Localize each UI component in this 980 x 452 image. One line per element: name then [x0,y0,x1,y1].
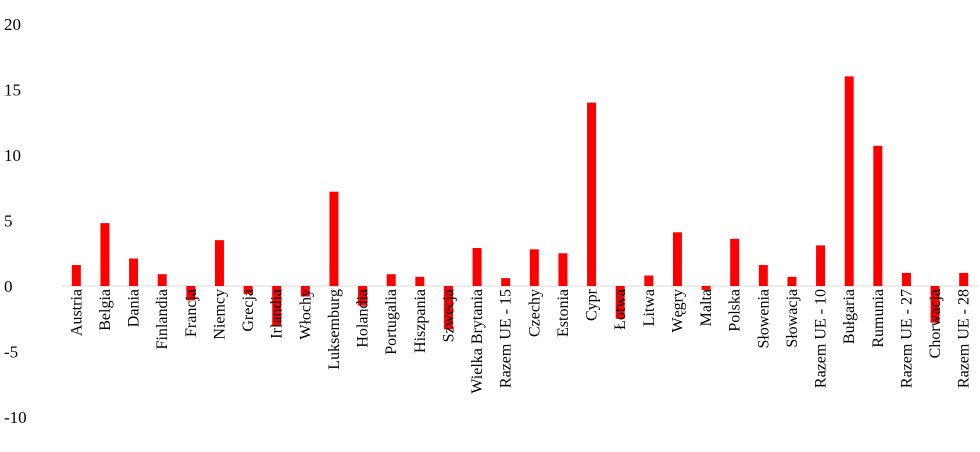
bar [358,286,368,306]
bar [844,76,854,287]
x-category-label: Austria [68,289,85,336]
bar [129,258,139,286]
bar [243,286,253,294]
x-category-label: Razem UE - 27 [898,289,915,388]
x-category-label: Francja [183,289,200,337]
bar [443,286,453,330]
x-category-label: Malta [698,289,715,326]
bar [186,286,196,301]
x-category-label: Polska [727,289,744,332]
bar [930,286,940,323]
x-category-label: Belgia [97,289,114,331]
bar [329,191,339,286]
x-category-label: Dania [126,289,143,327]
y-axis-ticks: 20 15 10 5 0 -5 -10 [4,15,27,427]
x-category-label: Grecja [240,289,257,332]
bar [644,275,654,286]
x-category-label: Razem UE - 15 [498,289,515,388]
x-category-label: Słowacja [784,289,801,348]
y-tick-label: 20 [4,15,21,34]
x-category-label: Litwa [641,289,658,326]
y-tick-label: 0 [4,277,13,296]
y-tick-label: -10 [4,408,27,427]
x-category-label: Estonia [555,289,572,337]
x-category-label: Chorwacja [927,289,944,358]
x-category-label: Portugalia [383,289,400,355]
x-category-label: Czechy [526,289,543,337]
x-category-label: Wielka Brytania [469,289,486,394]
category-labels: Austria Belgia Dania Finlandia Francja Niemcy… [68,288,972,393]
x-category-label: Irlandia [269,289,286,339]
bar [959,272,969,286]
x-category-label: Razem UE - 10 [813,289,830,388]
bar [816,245,826,286]
y-tick-label: -5 [4,343,18,362]
x-category-label: Razem UE - 28 [956,289,973,388]
x-category-label: Finlandia [154,289,171,349]
x-category-label: Szwecja [440,289,457,342]
bar [701,286,711,290]
x-category-label: Bułgaria [841,289,858,344]
bar [272,286,282,326]
y-tick-label: 15 [4,81,21,100]
x-category-label: Niemcy [211,289,228,340]
x-category-label: Słowenia [755,289,772,349]
bar [901,272,911,286]
bar [214,240,224,286]
bar [558,253,568,286]
bar [730,238,740,286]
x-category-label: Węgry [669,289,686,333]
bar [672,232,682,286]
bar [501,278,511,286]
bar [300,286,310,297]
bars [71,76,969,330]
bar [386,274,396,286]
bar [787,276,797,286]
bar [71,265,81,286]
x-category-label: Rumunia [870,289,887,348]
bar [758,265,768,286]
y-tick-label: 10 [4,146,21,165]
x-category-label: Luksemburg [326,289,343,370]
bar [100,223,110,286]
y-tick-label: 5 [4,212,13,231]
bar [587,102,597,286]
bar [472,248,482,286]
x-category-label: Holandia [355,289,372,348]
bar [615,286,625,319]
bar [873,145,883,286]
x-category-label: Cypr [584,288,601,321]
bar [415,276,425,286]
x-category-label: Hiszpania [412,289,429,353]
x-category-label: Łotwa [612,289,629,330]
x-category-label: Włochy [297,289,314,340]
bar [157,274,167,286]
bar [529,249,539,286]
